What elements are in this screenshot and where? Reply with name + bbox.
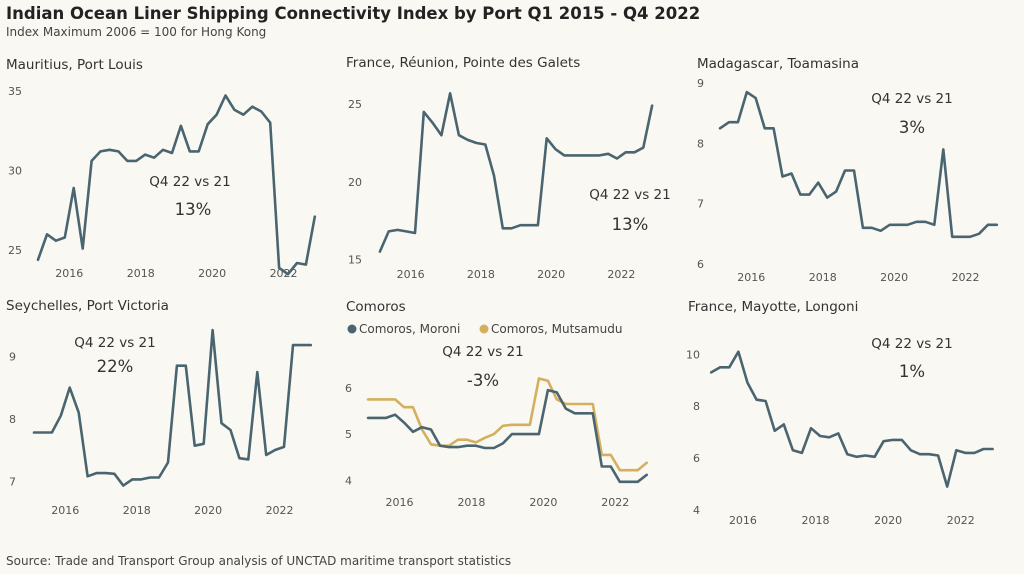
x-tick-label: 2016 <box>386 496 414 509</box>
source-note: Source: Trade and Transport Group analys… <box>6 554 512 568</box>
x-tick-label: 2018 <box>809 271 837 284</box>
annotation-change: 22% <box>97 357 134 376</box>
y-tick-label: 4 <box>345 474 352 487</box>
annotation-note: Q4 22 vs 21 <box>442 344 523 360</box>
x-tick-label: 2020 <box>874 514 902 527</box>
y-tick-label: 9 <box>697 77 704 90</box>
legend-label: Comoros, Moroni <box>359 322 460 336</box>
series-line-1 <box>366 388 649 484</box>
series-line-1 <box>378 92 654 253</box>
x-tick-label: 2018 <box>467 268 495 281</box>
x-tick-label: 2016 <box>729 514 757 527</box>
x-tick-label: 2022 <box>607 268 635 281</box>
y-tick-label: 25 <box>348 98 362 111</box>
y-tick-label: 35 <box>8 85 22 98</box>
series-line-1 <box>32 328 313 487</box>
annotation-note: Q4 22 vs 21 <box>871 336 952 352</box>
y-tick-label: 8 <box>9 413 16 426</box>
y-tick-label: 7 <box>9 475 16 488</box>
x-tick-label: 2016 <box>51 504 79 517</box>
annotation-note: Q4 22 vs 21 <box>871 91 952 107</box>
y-tick-label: 6 <box>693 452 700 465</box>
y-tick-label: 8 <box>697 137 704 150</box>
page-subtitle: Index Maximum 2006 = 100 for Hong Kong <box>6 25 267 39</box>
chart-panel-3: Madagascar, Toamasina 2016 2018 2020 2022 6 7 8… <box>697 56 999 284</box>
legend-label: Comoros, Mutsamudu <box>491 322 622 336</box>
annotation-note: Q4 22 vs 21 <box>149 174 230 190</box>
x-tick-label: 2020 <box>880 271 908 284</box>
panel-title: Seychelles, Port Victoria <box>6 298 169 314</box>
legend-marker <box>479 324 489 334</box>
x-tick-label: 2016 <box>55 267 83 280</box>
x-tick-label: 2018 <box>123 504 151 517</box>
panel-title: Madagascar, Toamasina <box>697 56 859 72</box>
series-line-2 <box>366 377 649 472</box>
y-tick-label: 6 <box>345 382 352 395</box>
y-tick-label: 25 <box>8 244 22 257</box>
annotation-change: 13% <box>175 200 212 219</box>
x-tick-label: 2022 <box>952 271 980 284</box>
y-tick-label: 8 <box>693 400 700 413</box>
y-tick-label: 7 <box>697 198 704 211</box>
page-title: Indian Ocean Liner Shipping Connectivity… <box>6 4 701 23</box>
chart-panel-5: Comoros 2016 2018 2020 2022 4 5 6 Comoros, Moron… <box>345 299 649 509</box>
y-tick-label: 30 <box>8 165 22 178</box>
x-tick-label: 2018 <box>127 267 155 280</box>
panel-title: Comoros <box>346 299 406 315</box>
chart-panel-4: Seychelles, Port Victoria 2016 2018 2020 202… <box>6 298 313 517</box>
annotation-change: -3% <box>467 371 499 390</box>
x-tick-label: 2022 <box>601 496 629 509</box>
x-tick-label: 2018 <box>457 496 485 509</box>
panel-title: France, Mayotte, Longoni <box>688 299 858 315</box>
x-tick-label: 2016 <box>397 268 425 281</box>
x-tick-label: 2016 <box>737 271 765 284</box>
x-tick-label: 2020 <box>529 496 557 509</box>
y-tick-label: 9 <box>9 350 16 363</box>
y-tick-label: 20 <box>348 176 362 189</box>
y-tick-label: 15 <box>348 253 362 266</box>
x-tick-label: 2020 <box>194 504 222 517</box>
x-tick-label: 2022 <box>947 514 975 527</box>
annotation-note: Q4 22 vs 21 <box>589 187 670 203</box>
y-tick-label: 4 <box>693 504 700 517</box>
x-tick-label: 2020 <box>537 268 565 281</box>
legend-marker <box>347 324 357 334</box>
chart-panel-2: France, Réunion, Pointe des Galets 2016 20… <box>346 55 671 281</box>
y-tick-label: 10 <box>686 348 700 361</box>
x-tick-label: 2022 <box>266 504 294 517</box>
panel-title: Mauritius, Port Louis <box>6 57 143 73</box>
panel-title: France, Réunion, Pointe des Galets <box>346 55 580 71</box>
annotation-change: 1% <box>899 362 925 381</box>
chart-panel-6: France, Mayotte, Longoni 2016 2018 2020 2022… <box>686 299 994 527</box>
annotation-change: 13% <box>612 215 649 234</box>
series-line-1 <box>709 350 994 488</box>
series-line-1 <box>718 90 999 239</box>
y-tick-label: 6 <box>697 258 704 271</box>
annotation-note: Q4 22 vs 21 <box>74 335 155 351</box>
x-tick-label: 2020 <box>198 267 226 280</box>
series-line-1 <box>36 94 317 276</box>
y-tick-label: 5 <box>345 428 352 441</box>
annotation-change: 3% <box>899 118 925 137</box>
x-tick-label: 2018 <box>802 514 830 527</box>
